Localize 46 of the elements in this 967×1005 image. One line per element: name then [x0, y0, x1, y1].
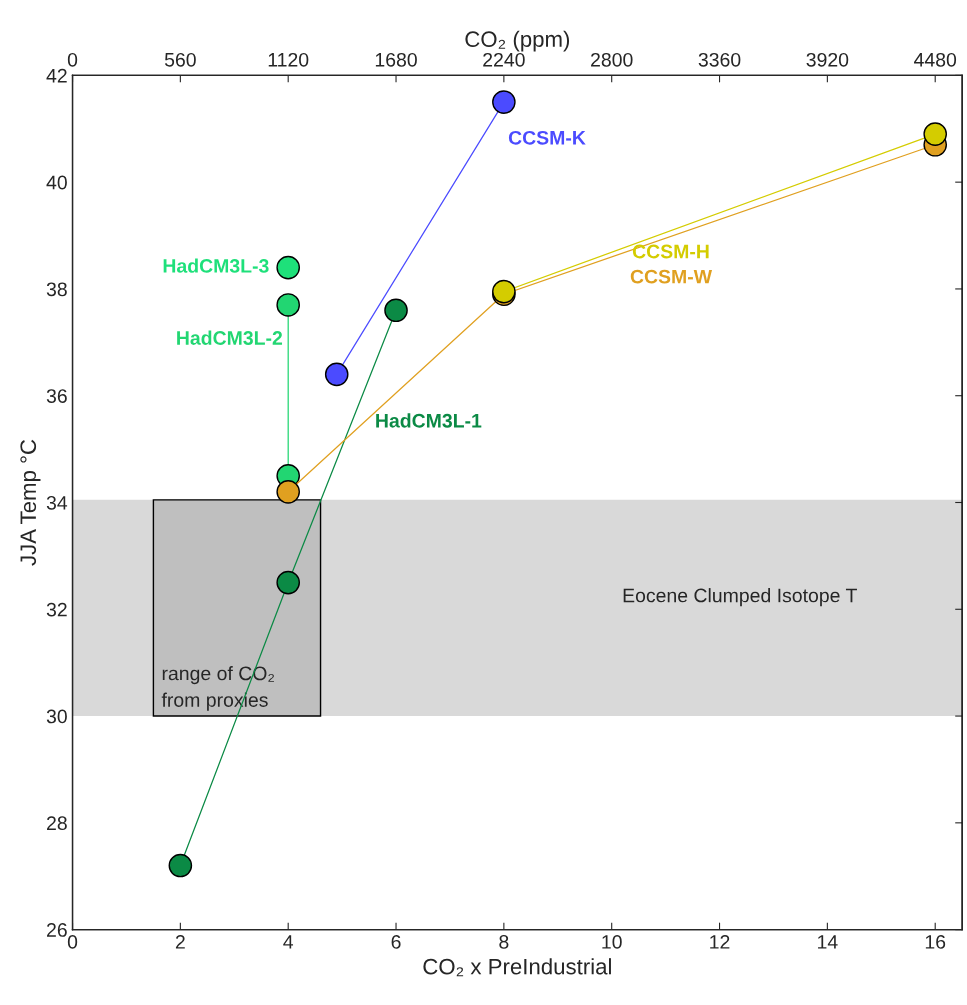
- x-tick-label: 10: [602, 935, 622, 949]
- x-tick-label: 2: [175, 935, 185, 949]
- x-tick-label: 16: [925, 935, 946, 949]
- point: [923, 122, 948, 146]
- y-axis-title: JJA Temp °C: [20, 439, 41, 566]
- y-tick-label: 38: [46, 282, 67, 297]
- point: [276, 293, 301, 317]
- point: [276, 480, 301, 504]
- y-tick-label: 32: [46, 602, 67, 617]
- y-tick-label: 26: [47, 923, 67, 937]
- x2-tick-label: 1120: [268, 52, 309, 67]
- x-tick-label: 8: [499, 935, 509, 949]
- y-tick-label: 30: [46, 709, 67, 724]
- x2-axis-title: CO₂ (ppm): [465, 30, 570, 52]
- series-label: CCSM-H: [632, 244, 709, 259]
- x2-tick-label: 3360: [698, 52, 741, 67]
- x-axis-title: CO₂ x PreIndustrial: [423, 958, 611, 977]
- series-label: HadCM3L-3: [163, 258, 269, 273]
- x-tick-label: 0: [67, 935, 78, 949]
- point: [492, 90, 516, 114]
- point: [168, 853, 193, 878]
- x2-tick-label: 560: [164, 52, 196, 67]
- x-tick-label: 14: [818, 935, 838, 949]
- x-tick-label: 12: [710, 935, 730, 949]
- point: [276, 570, 301, 595]
- point: [324, 362, 349, 387]
- y-tick-label: 28: [47, 816, 67, 831]
- x2-tick-label: 1680: [375, 52, 417, 67]
- x2-tick-label: 4480: [914, 52, 957, 67]
- x2-tick-label: 2240: [483, 52, 525, 67]
- y-tick-label: 40: [46, 175, 67, 190]
- x-tick-label: 4: [283, 935, 294, 949]
- x2-tick-label: 2800: [591, 52, 633, 67]
- x2-tick-label: 0: [67, 52, 78, 67]
- point: [384, 298, 408, 323]
- series-label: HadCM3L-1: [376, 413, 482, 428]
- y-tick-label: 36: [46, 389, 67, 403]
- y-tick-label: 34: [46, 495, 68, 510]
- y-tick-label: 42: [46, 68, 67, 83]
- x-tick-label: 6: [391, 935, 401, 949]
- x2-tick-label: 3920: [806, 52, 849, 67]
- series-label: CCSM-K: [508, 130, 586, 145]
- point: [276, 255, 301, 280]
- band-label: Eocene Clumped Isotope T: [623, 588, 857, 607]
- series-label: CCSM-W: [630, 269, 713, 284]
- series-label: HadCM3L-2: [177, 330, 283, 345]
